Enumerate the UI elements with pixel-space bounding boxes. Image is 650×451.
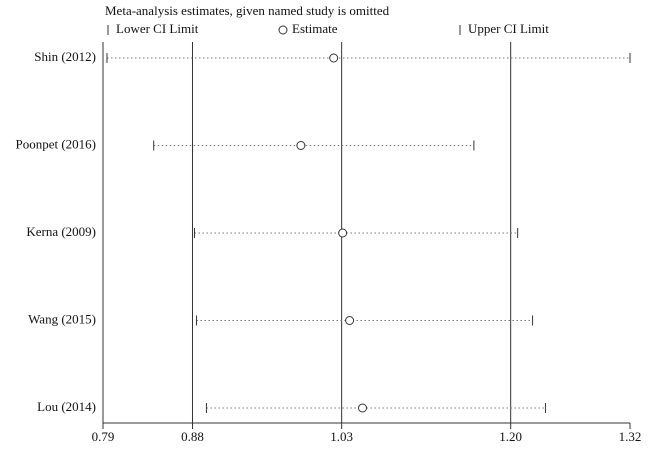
legend-label: Upper CI Limit	[468, 21, 549, 36]
legend-marker	[278, 25, 288, 35]
y-tick-label: Wang (2015)	[28, 311, 96, 326]
legend-label: Lower CI Limit	[116, 21, 199, 36]
x-tick-label: 0.88	[181, 429, 204, 444]
y-tick-label: Kerna (2009)	[26, 224, 96, 239]
estimate	[329, 53, 339, 63]
y-tick-label: Poonpet (2016)	[15, 136, 96, 151]
x-tick-label: 1.32	[619, 429, 642, 444]
legend-label: Estimate	[292, 21, 338, 36]
estimate	[338, 228, 348, 238]
x-tick-label: 1.20	[499, 429, 522, 444]
estimate	[345, 316, 355, 325]
x-tick-label: 0.79	[92, 429, 115, 444]
estimate	[358, 403, 368, 413]
y-tick-label: Shin (2012)	[34, 49, 96, 64]
y-tick-label: Lou (2014)	[37, 399, 96, 414]
x-tick-label: 1.03	[330, 429, 353, 444]
estimate	[296, 141, 306, 150]
chart-title: Meta-analysis estimates, given named stu…	[105, 3, 390, 18]
